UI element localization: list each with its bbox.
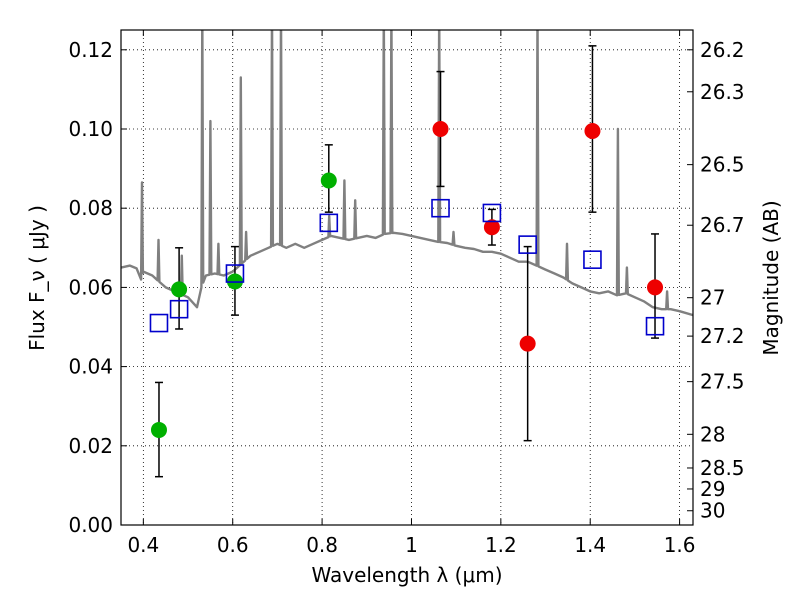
green-photometry-point (150, 421, 167, 438)
plot-frame (120, 29, 694, 526)
y-tick-label: 0.00 (68, 513, 113, 537)
right-tick-label: 26.2 (700, 38, 745, 62)
x-tick-label: 1.4 (574, 533, 606, 557)
right-tick-label: 27 (700, 286, 725, 310)
model-photometry-point (431, 198, 450, 218)
x-tick-label: 0.8 (306, 533, 338, 557)
spectrum-layer (121, 30, 693, 317)
right-tick-label: 26.7 (700, 213, 745, 237)
right-axis-label: Magnitude (AB) (759, 200, 783, 355)
x-tick-label: 0.4 (127, 533, 159, 557)
y-tick-label: 0.02 (68, 434, 113, 458)
x-tick-label: 1.6 (664, 533, 696, 557)
red-photometry-point (584, 122, 601, 139)
y-tick-label: 0.12 (68, 38, 113, 62)
y-tick-label: 0.04 (68, 355, 113, 379)
model-photometry-point (645, 316, 665, 336)
model-photometry-point (319, 213, 339, 233)
plot-area (121, 30, 693, 525)
x-tick-label: 0.6 (217, 533, 249, 557)
ticks: 0.4 0.6 0.8 1 1.2 1.4 1.6 0.00 0.02 0.04 0.06 0.08 0… (68, 30, 745, 557)
model-photometry-point (169, 299, 189, 319)
x-tick-label: 1.2 (485, 533, 517, 557)
model-photometry-point (518, 235, 537, 254)
model-photometry-point (482, 203, 502, 223)
y-axis-label: Flux F_ν ( μJy ) (25, 205, 49, 351)
red-photometry-point (483, 219, 500, 236)
y-tick-label: 0.10 (68, 117, 113, 141)
green-photometry-point (320, 172, 337, 189)
red-photometry-point (519, 335, 536, 352)
y-tick-label: 0.06 (68, 275, 113, 299)
red-photometry-point (647, 279, 664, 296)
right-tick-label: 30 (700, 499, 725, 523)
right-tick-label: 28.5 (700, 456, 745, 480)
green-photometry-point (171, 281, 188, 298)
model-photometry-point (225, 264, 245, 283)
right-tick-label: 26.3 (700, 80, 745, 104)
right-tick-label: 29 (700, 477, 725, 501)
model-photometry-point (149, 313, 169, 333)
x-tick-label: 1 (405, 533, 418, 557)
right-tick-label: 28 (700, 422, 725, 446)
right-tick-label: 27.2 (700, 324, 745, 348)
x-axis-label: Wavelength λ (μm) (311, 563, 502, 587)
right-tick-label: 27.5 (700, 370, 745, 394)
red-photometry-point (432, 121, 449, 137)
right-tick-label: 26.5 (700, 153, 745, 177)
y-tick-label: 0.08 (68, 196, 113, 220)
model-photometry-point (583, 250, 602, 269)
marker-layer (149, 121, 665, 438)
model-spectrum-line (121, 30, 693, 317)
